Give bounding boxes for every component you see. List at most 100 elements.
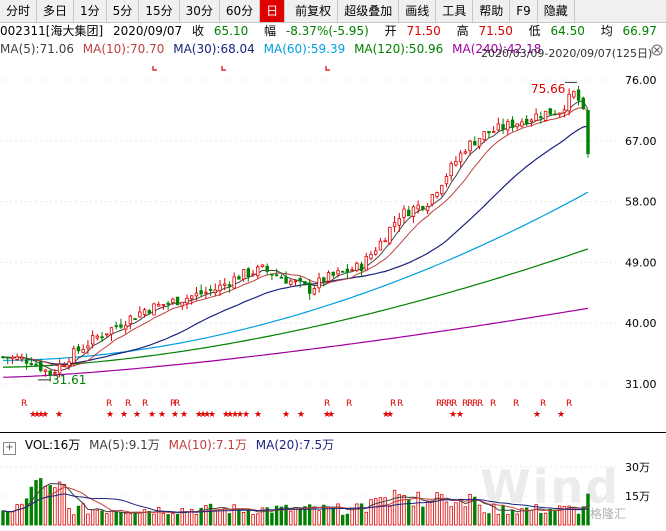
volume-bar (567, 505, 571, 526)
signal-star: ★ (242, 410, 250, 420)
signal-r: R (21, 399, 27, 409)
tab-60min[interactable]: 60分 (220, 0, 261, 22)
volume-bar (435, 492, 439, 526)
signal-star: ★ (41, 410, 49, 420)
volume-bar (322, 504, 326, 526)
change-percent: 幅 -8.37%(-5.95) (264, 24, 369, 38)
date-range-label: 2020/03/09-2020/09/07(125日) (481, 47, 653, 60)
signal-star: ★ (226, 410, 234, 420)
volume-bar (260, 507, 265, 526)
candle-body (392, 222, 397, 227)
vol-tick-label: 30万 (625, 461, 650, 474)
tools-button[interactable]: 工具 (436, 0, 474, 22)
candle-body (138, 311, 142, 318)
signal-star: ★ (29, 410, 37, 420)
f9-button[interactable]: F9 (510, 0, 538, 22)
volume-bar (251, 514, 255, 526)
volume-bar (6, 512, 10, 526)
candle-body (284, 276, 288, 284)
candle-body (260, 264, 265, 267)
volume-bar (10, 511, 15, 526)
candle-body (133, 318, 137, 320)
period-toolbar: 分时 多日 1分 5分 15分 30分 60分 日 前复权 超级叠加 画线 工具… (0, 0, 666, 23)
candle-body (166, 302, 170, 305)
close-icon[interactable] (651, 44, 663, 56)
volume-bar (190, 508, 194, 526)
volume-bar (86, 513, 90, 526)
ma60-line (2, 191, 589, 361)
volume-bar (425, 500, 430, 526)
volume-chart[interactable]: 30万 15万 (0, 455, 666, 531)
candle-body (331, 271, 335, 276)
draw-line-button[interactable]: 画线 (399, 0, 437, 22)
volume-bar (246, 509, 251, 526)
candle-body (421, 206, 425, 210)
volume-bar (227, 513, 232, 526)
candle-body (369, 253, 373, 259)
tab-30min[interactable]: 30分 (180, 0, 220, 22)
volume-bar (359, 503, 364, 526)
candle-body (142, 309, 147, 315)
signal-r: R (346, 399, 352, 409)
volume-bar (388, 506, 392, 526)
tab-15min[interactable]: 15分 (139, 0, 180, 22)
volume-bar (15, 504, 19, 526)
volume-bar (468, 493, 472, 526)
volume-bar (161, 512, 166, 526)
help-button[interactable]: 帮助 (473, 0, 511, 22)
expand-plus-icon[interactable]: + (3, 442, 16, 455)
volume-bar (397, 494, 401, 526)
candle-body (468, 140, 472, 152)
signal-star: ★ (254, 410, 262, 420)
candle-body (289, 280, 293, 285)
signal-star: ★ (171, 410, 179, 420)
volume-bar (331, 506, 335, 526)
ma-legend: MA(5):71.06 MA(10):70.70 MA(30):68.04 MA… (0, 41, 666, 58)
tab-1min[interactable]: 1分 (74, 0, 107, 22)
candle-body (39, 361, 43, 372)
volume-bar (199, 507, 203, 526)
tab-intraday[interactable]: 分时 (0, 0, 38, 22)
vol-ma20-value: MA(20):7.5万 (255, 438, 335, 452)
vol-tick-label: 15万 (625, 490, 650, 503)
high-price: 高 71.50 (456, 24, 513, 38)
volume-bar (57, 481, 62, 526)
candle-body (383, 240, 387, 243)
volume-bar (166, 514, 170, 526)
forward-adjust-button[interactable]: 前复权 (289, 0, 339, 22)
candle-body (298, 278, 302, 282)
candle-body (123, 325, 128, 330)
hide-button[interactable]: 隐藏 (538, 0, 575, 22)
volume-bar (175, 513, 180, 526)
candle-body (388, 226, 392, 244)
tab-daily[interactable]: 日 (260, 0, 286, 22)
candle-body (109, 327, 114, 335)
volume-bar (524, 507, 529, 526)
candle-body (53, 372, 57, 374)
candlestick-chart[interactable]: 76.00 67.00 58.00 49.00 40.00 31.00 75.66 31.61… (0, 58, 666, 433)
ma30-line (2, 125, 589, 365)
volume-bar (477, 504, 482, 526)
tab-multi-day[interactable]: 多日 (37, 0, 75, 22)
candle-body (506, 121, 510, 131)
volume-bar (496, 513, 501, 526)
signal-star: ★ (236, 410, 244, 420)
signal-star: ★ (148, 410, 156, 420)
tab-5min[interactable]: 5分 (107, 0, 140, 22)
candle-body (562, 109, 567, 114)
volume-bar (586, 493, 590, 526)
volume-bar (350, 507, 354, 526)
candle-body (1, 356, 5, 359)
top-marker (152, 66, 157, 71)
volume-bar (369, 499, 373, 526)
signal-star: ★ (133, 410, 141, 420)
signal-star: ★ (533, 410, 541, 420)
volume-bar (147, 510, 151, 526)
candle-body (359, 263, 364, 272)
signal-r: R (125, 399, 131, 409)
candle-body (430, 194, 435, 205)
volume-bar (237, 508, 241, 526)
super-overlay-button[interactable]: 超级叠加 (338, 0, 400, 22)
candle-body (81, 348, 85, 353)
volume-bar (289, 510, 293, 526)
